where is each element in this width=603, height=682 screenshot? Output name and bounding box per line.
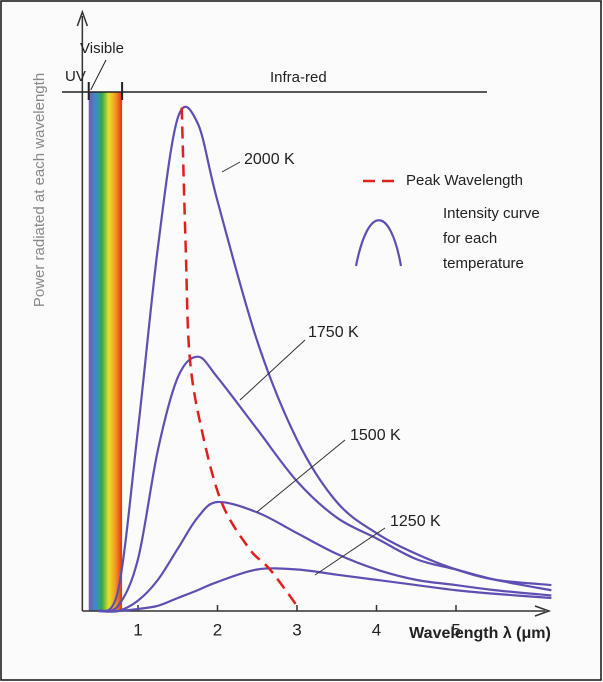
legend-note: Intensity curve bbox=[443, 205, 540, 222]
peak-line bbox=[180, 107, 299, 607]
y-axis-arrow bbox=[76, 9, 89, 27]
leader-line bbox=[256, 439, 346, 513]
x-tick-label: 3 bbox=[292, 620, 301, 639]
intensity-curve bbox=[97, 105, 552, 613]
curve-label: 1250 K bbox=[390, 513, 441, 530]
curve-label: 2000 K bbox=[244, 151, 295, 168]
visible-spectrum bbox=[88, 92, 123, 611]
y-axis-label: Power radiated at each wavelength bbox=[31, 73, 48, 307]
intensity-curve bbox=[98, 567, 552, 613]
region-label: Infra-red bbox=[270, 69, 327, 86]
curve-label: 1500 K bbox=[350, 427, 401, 444]
legend-note: for each bbox=[443, 230, 497, 247]
x-tick-label: 2 bbox=[213, 620, 222, 639]
legend-label: Peak Wavelength bbox=[406, 172, 523, 189]
x-tick-label: 4 bbox=[372, 620, 381, 639]
x-axis-label: Wavelength λ (μm) bbox=[409, 625, 551, 642]
intensity-curve bbox=[97, 355, 552, 613]
leader-line bbox=[221, 161, 241, 173]
plot: UV Visible Infra-red 1 2 3 4 5 2000 K 1750 K 1500 … bbox=[62, 9, 552, 639]
legend-note: temperature bbox=[443, 255, 524, 272]
x-tick-label: 5 bbox=[451, 620, 460, 639]
intensity-curve bbox=[98, 500, 552, 613]
legend-curve-icon bbox=[354, 219, 403, 267]
region-label: Visible bbox=[80, 40, 124, 57]
region-label: UV bbox=[65, 68, 86, 85]
leader-line bbox=[239, 339, 306, 401]
x-axis-arrow bbox=[534, 605, 552, 617]
region-pointer bbox=[90, 59, 107, 91]
leader-line bbox=[314, 527, 386, 576]
x-tick-label: 1 bbox=[133, 620, 142, 639]
curve-label: 1750 K bbox=[308, 324, 359, 341]
